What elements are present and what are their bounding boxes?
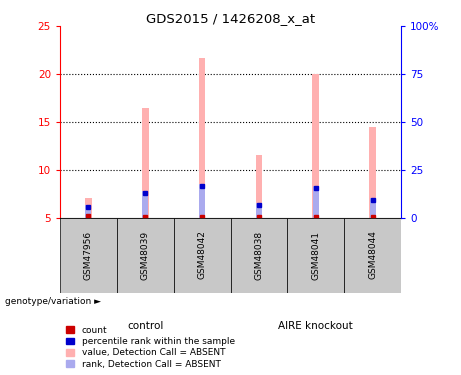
Bar <box>255 155 262 218</box>
Text: GSM48039: GSM48039 <box>141 230 150 280</box>
Bar <box>287 217 344 292</box>
Bar <box>230 217 287 292</box>
Text: GSM47956: GSM47956 <box>84 230 93 280</box>
Text: AIRE knockout: AIRE knockout <box>278 321 353 331</box>
Bar <box>199 58 206 217</box>
Text: GSM48044: GSM48044 <box>368 231 377 279</box>
Text: GSM48038: GSM48038 <box>254 230 263 280</box>
Text: GSM48042: GSM48042 <box>198 231 207 279</box>
Bar <box>85 205 91 218</box>
Bar <box>142 191 148 217</box>
Bar <box>256 203 262 217</box>
Bar <box>199 184 205 218</box>
Bar <box>313 186 319 218</box>
Bar <box>313 74 319 217</box>
Text: GSM48041: GSM48041 <box>311 231 320 279</box>
Bar <box>117 217 174 292</box>
Bar <box>60 217 117 292</box>
Bar <box>344 217 401 292</box>
Text: genotype/variation ►: genotype/variation ► <box>5 297 100 306</box>
Bar <box>174 217 230 292</box>
Bar <box>85 198 92 217</box>
Text: control: control <box>127 321 163 331</box>
Bar <box>142 108 148 218</box>
Title: GDS2015 / 1426208_x_at: GDS2015 / 1426208_x_at <box>146 12 315 25</box>
Bar <box>369 127 376 218</box>
Legend: count, percentile rank within the sample, value, Detection Call = ABSENT, rank, : count, percentile rank within the sample… <box>65 324 236 370</box>
Bar <box>370 198 376 217</box>
